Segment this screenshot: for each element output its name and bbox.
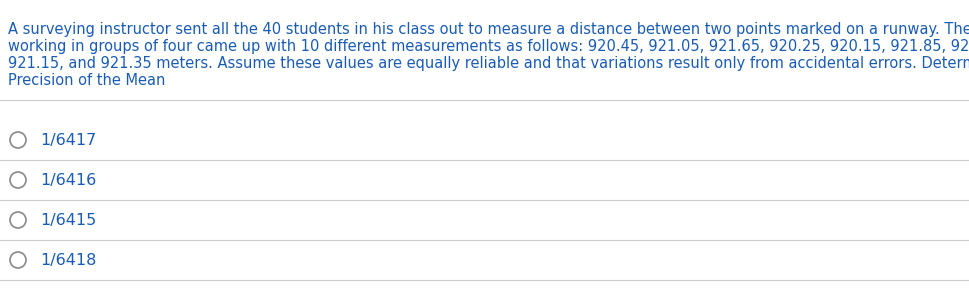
Text: Precision of the Mean: Precision of the Mean bbox=[8, 73, 165, 88]
Text: 1/6416: 1/6416 bbox=[40, 173, 96, 188]
Text: 1/6415: 1/6415 bbox=[40, 214, 96, 229]
Text: 1/6418: 1/6418 bbox=[40, 254, 96, 268]
Text: A surveying instructor sent all the 40 students in his class out to measure a di: A surveying instructor sent all the 40 s… bbox=[8, 22, 969, 37]
Text: 1/6417: 1/6417 bbox=[40, 134, 96, 148]
Text: 921.15, and 921.35 meters. Assume these values are equally reliable and that var: 921.15, and 921.35 meters. Assume these … bbox=[8, 56, 969, 71]
Text: working in groups of four came up with 10 different measurements as follows: 920: working in groups of four came up with 1… bbox=[8, 39, 969, 54]
